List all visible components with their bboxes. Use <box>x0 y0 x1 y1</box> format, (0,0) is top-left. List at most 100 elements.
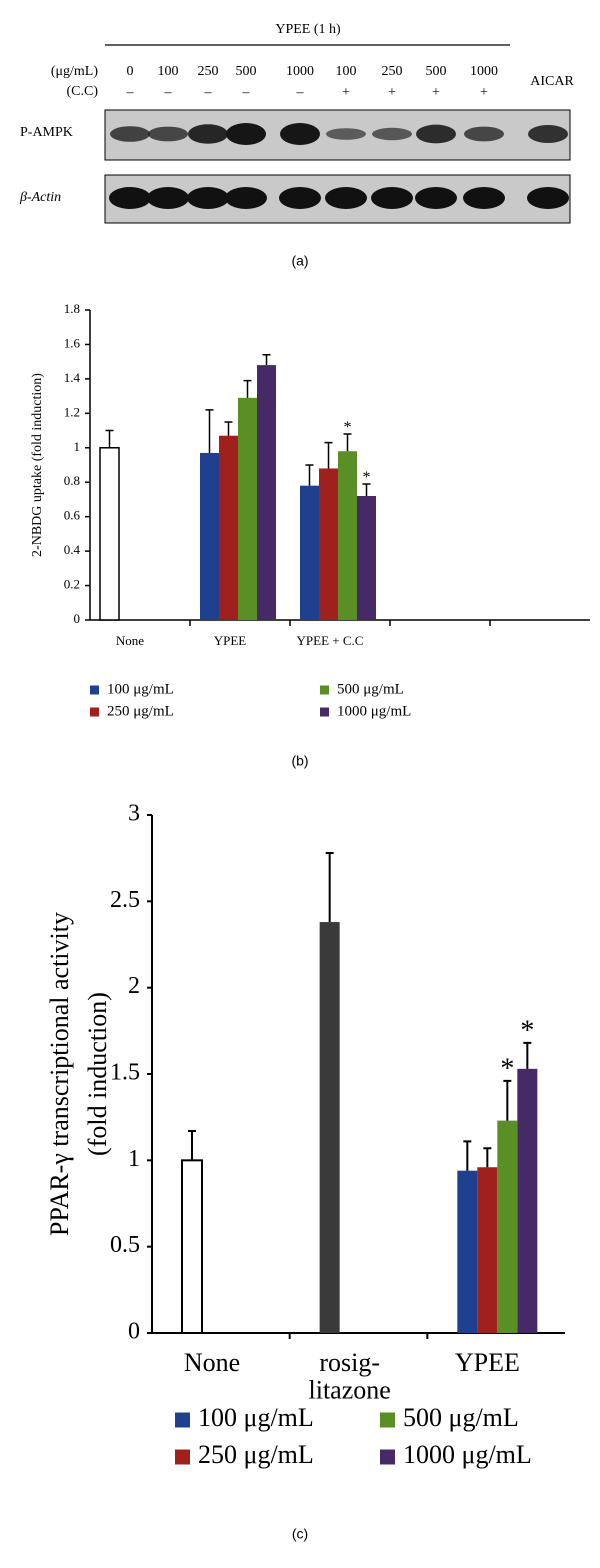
bar <box>319 922 340 1333</box>
error-bar <box>205 409 214 453</box>
lane-concentration: 500 <box>236 64 257 79</box>
blot-band <box>528 125 568 143</box>
lane-concentration: 0 <box>127 64 134 79</box>
y-tick-label: 1.8 <box>64 301 80 316</box>
blot-band <box>110 126 150 142</box>
y-tick-label: 0 <box>128 1319 140 1345</box>
bar <box>357 496 376 620</box>
blot-band <box>415 187 457 209</box>
bar <box>457 1170 478 1333</box>
y-axis-label: (fold induction) <box>83 992 112 1156</box>
lane-concentration: 100 <box>336 64 357 79</box>
row-label: (μg/mL) <box>51 64 98 79</box>
control-lane: AICAR <box>530 74 574 89</box>
lane-cc: + <box>388 85 396 100</box>
error-bar <box>503 1079 512 1121</box>
y-axis-label: PPAR-γ transcriptional activity <box>45 912 74 1236</box>
error-bar <box>362 483 371 496</box>
error-bar <box>325 851 334 923</box>
y-tick-label: 1 <box>128 1146 140 1172</box>
legend-label: 1000 μg/mL <box>337 703 411 719</box>
bar <box>181 1159 203 1335</box>
legend-label: 250 μg/mL <box>107 703 174 719</box>
error-bar <box>224 421 233 436</box>
blot-band <box>372 127 412 141</box>
error-bar <box>463 1140 472 1171</box>
bar <box>517 1068 538 1333</box>
lane-cc: + <box>480 85 488 100</box>
legend-label: 250 μg/mL <box>198 1440 314 1469</box>
row-label: (C.C) <box>67 84 99 99</box>
error-bar <box>483 1147 492 1168</box>
legend-label: 100 μg/mL <box>107 681 174 697</box>
bar <box>477 1167 498 1333</box>
lane-cc: – <box>296 85 305 100</box>
caption: (a) <box>291 253 308 269</box>
blot-band <box>464 126 504 142</box>
bar <box>300 485 319 620</box>
blot-band <box>148 126 188 142</box>
blot-band <box>326 128 366 140</box>
blot-band <box>371 187 413 209</box>
y-tick-label: 0.6 <box>64 508 81 523</box>
y-tick-label: 0.5 <box>110 1232 140 1258</box>
blot-band <box>527 187 569 209</box>
blot-band <box>416 124 456 144</box>
legend-swatch <box>90 707 99 717</box>
legend-swatch <box>175 1449 190 1465</box>
bar <box>319 468 338 620</box>
lane-concentration: 500 <box>426 64 447 79</box>
y-tick-label: 0.8 <box>64 473 80 488</box>
error-bar <box>343 433 352 452</box>
x-tick-label: YPEE <box>214 633 247 648</box>
y-axis-label: 2-NBDG uptake (fold induction) <box>30 373 45 557</box>
error-bar <box>262 354 271 366</box>
y-tick-label: 1 <box>74 439 81 454</box>
significance-mark: * <box>500 1054 514 1085</box>
x-tick-label: YPEE + C.C <box>297 633 364 648</box>
lane-cc: + <box>342 85 350 100</box>
y-tick-label: 3 <box>128 801 140 827</box>
lane-concentration: 1000 <box>286 64 314 79</box>
legend-label: 100 μg/mL <box>198 1403 314 1432</box>
legend-label: 1000 μg/mL <box>403 1440 532 1469</box>
blot-band <box>109 187 151 209</box>
y-tick-label: 0.2 <box>64 577 80 592</box>
bar <box>497 1120 518 1333</box>
x-tick-label: None <box>116 633 144 648</box>
bar <box>338 451 357 620</box>
legend-swatch <box>90 685 99 695</box>
error-bar <box>523 1041 532 1069</box>
x-tick-label: rosig-litazone <box>309 1348 391 1404</box>
bar <box>257 365 276 620</box>
legend-swatch <box>320 685 329 695</box>
y-tick-label: 1.2 <box>64 404 80 419</box>
legend-swatch <box>320 707 329 717</box>
y-tick-label: 1.4 <box>64 370 81 385</box>
band-label: P-AMPK <box>20 125 73 140</box>
blot-band <box>147 187 189 209</box>
blot-band <box>463 187 505 209</box>
y-tick-label: 1.5 <box>110 1060 140 1086</box>
lane-cc: – <box>126 85 135 100</box>
bar <box>200 452 219 620</box>
blot-band <box>279 187 321 209</box>
legend-swatch <box>175 1412 190 1428</box>
legend-label: 500 μg/mL <box>403 1403 519 1432</box>
legend-label: 500 μg/mL <box>337 681 404 697</box>
blot-band <box>188 124 228 144</box>
blot-band <box>187 187 229 209</box>
x-tick-label: None <box>184 1348 240 1377</box>
lane-cc: – <box>164 85 173 100</box>
bar <box>238 397 257 620</box>
blot-band <box>280 123 320 145</box>
blot-header: YPEE (1 h) <box>275 22 341 37</box>
error-bar <box>105 429 114 448</box>
lane-concentration: 100 <box>158 64 179 79</box>
band-label: β-Actin <box>19 190 61 205</box>
lane-concentration: 1000 <box>470 64 498 79</box>
lane-cc: – <box>204 85 213 100</box>
x-tick-label: YPEE <box>455 1348 520 1377</box>
